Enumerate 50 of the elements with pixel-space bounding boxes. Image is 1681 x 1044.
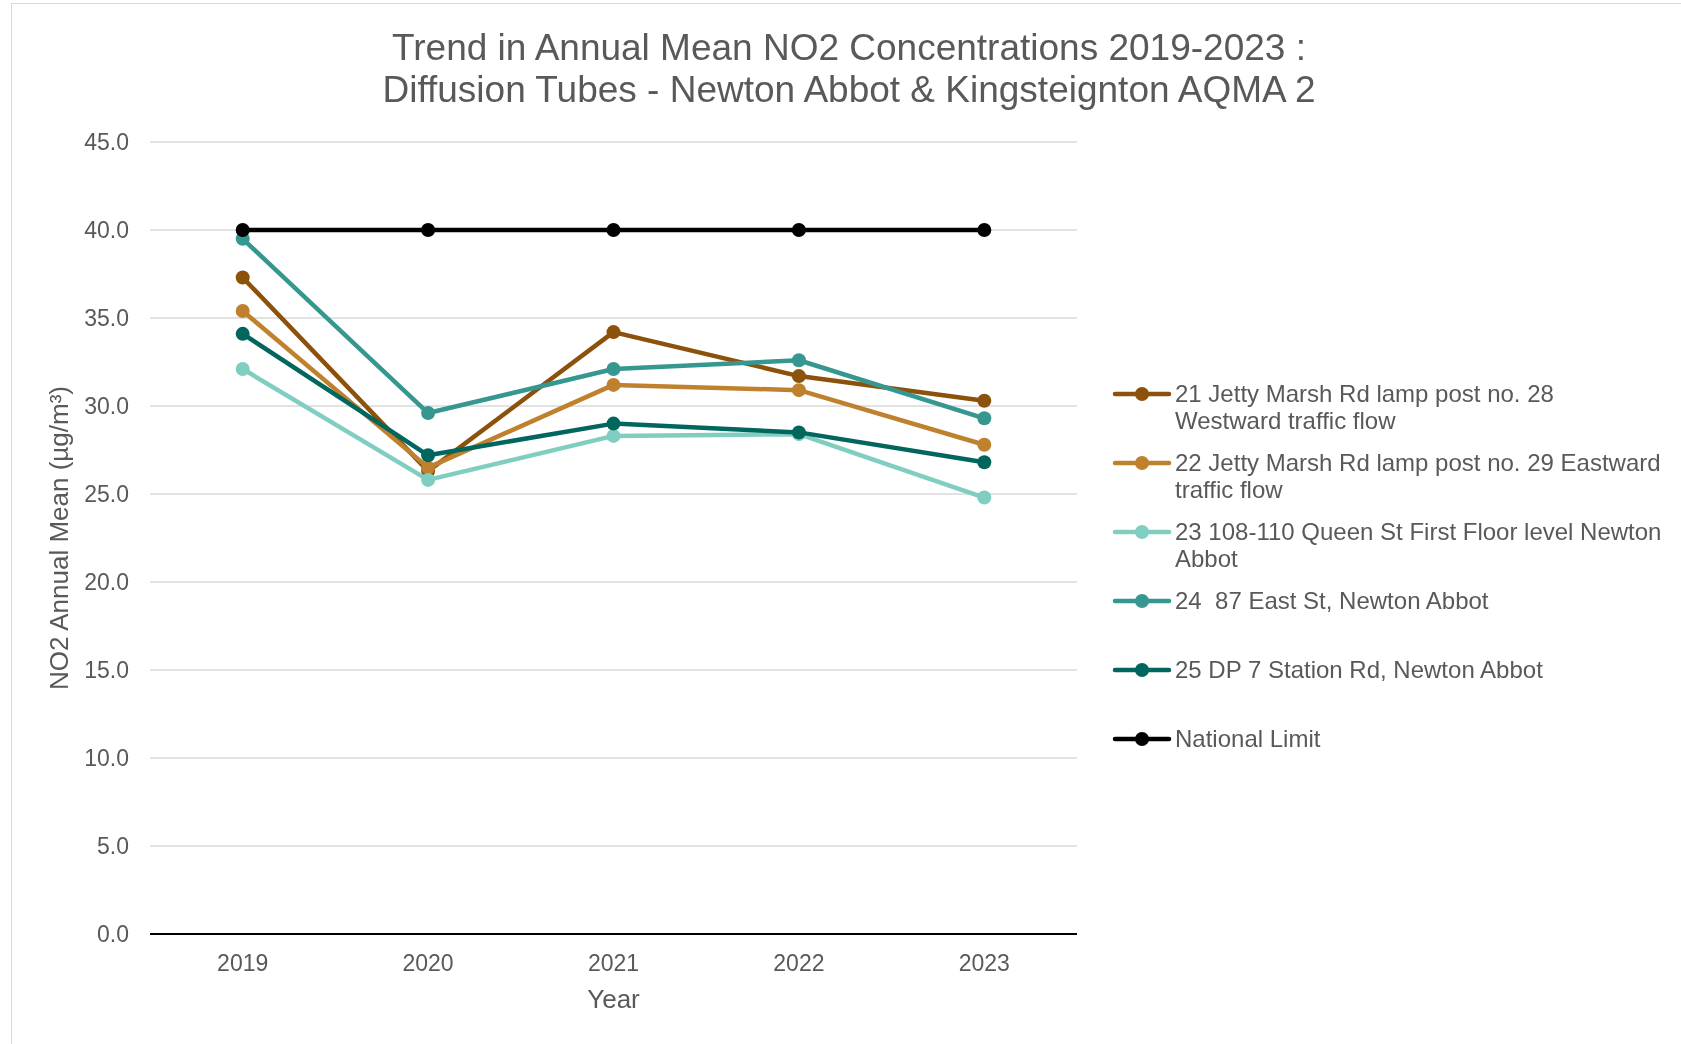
legend-label: 25 DP 7 Station Rd, Newton Abbot <box>1175 656 1544 684</box>
point <box>421 460 436 475</box>
x-tick-label: 2020 <box>402 950 454 976</box>
y-tick-label: 20.0 <box>84 569 129 596</box>
legend-label: 21 Jetty Marsh Rd lamp post no. 28 Westward traffic flow <box>1175 380 1554 435</box>
x-tick-label: 2022 <box>773 950 825 976</box>
x-tick-label: 2021 <box>587 950 640 976</box>
y-tick-label: 25.0 <box>84 481 129 508</box>
point <box>606 223 621 237</box>
y-tick-label: 15.0 <box>84 657 129 684</box>
point <box>791 223 806 237</box>
point <box>977 437 992 452</box>
x-axis-title: Year <box>587 984 641 1014</box>
y-tick-label: 30.0 <box>84 393 129 420</box>
y-axis-title: NO2 Annual Mean (µg/m³) <box>44 386 74 690</box>
point <box>606 377 621 392</box>
point <box>421 406 436 421</box>
point <box>977 393 992 408</box>
point <box>421 472 436 487</box>
y-tick-label: 10.0 <box>84 745 129 772</box>
legend-label: 24 87 East St, Newton Abbot <box>1175 587 1489 615</box>
point <box>235 223 250 237</box>
point <box>235 270 250 285</box>
point <box>977 411 992 426</box>
point <box>977 490 992 505</box>
point <box>791 353 806 368</box>
point <box>235 303 250 318</box>
point <box>606 416 621 431</box>
y-tick-label: 40.0 <box>84 217 129 244</box>
point <box>421 223 436 237</box>
legend-label: National Limit <box>1175 725 1321 753</box>
y-tick-label: 35.0 <box>84 305 129 332</box>
chart-title: Trend in Annual Mean NO2 Concentrations 2019-2023 : Diffusion Tubes - Newton Abbot & Kingsteignton AQMA 2 <box>382 27 1316 110</box>
point <box>606 362 621 377</box>
legend-label: 22 Jetty Marsh Rd lamp post no. 29 Eastward traffic flow <box>1175 449 1661 504</box>
y-tick-label: 45.0 <box>84 129 129 156</box>
point <box>606 428 621 443</box>
point <box>235 362 250 377</box>
point <box>235 326 250 341</box>
point <box>977 455 992 470</box>
point <box>606 325 621 340</box>
point <box>791 369 806 384</box>
legend-label: 23 108-110 Queen St First Floor level Newton Abbot <box>1175 518 1662 573</box>
point <box>977 223 992 237</box>
point <box>791 383 806 398</box>
x-tick-label: 2019 <box>217 950 269 976</box>
point <box>421 448 436 463</box>
y-tick-label: 0.0 <box>97 921 129 948</box>
x-tick-label: 2023 <box>958 950 1010 976</box>
y-tick-label: 5.0 <box>97 833 129 860</box>
